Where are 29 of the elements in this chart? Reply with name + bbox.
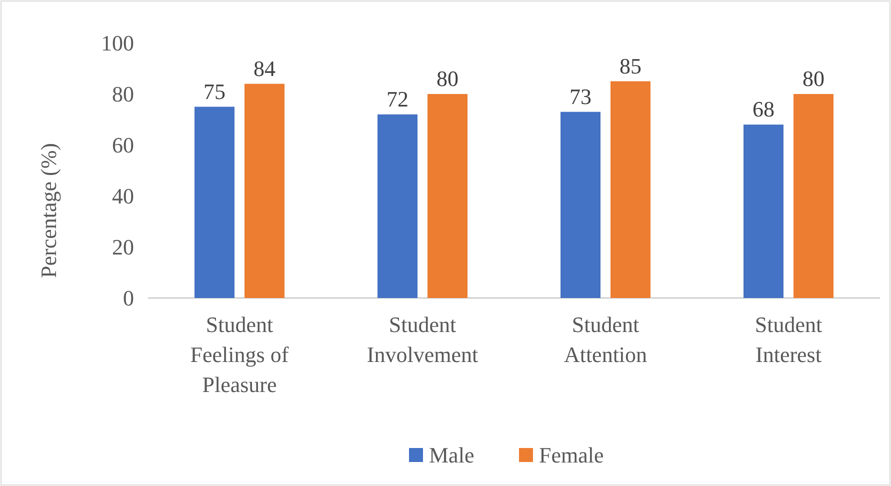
- data-label: 84: [254, 56, 276, 81]
- data-label: 80: [436, 66, 458, 91]
- data-label: 85: [620, 53, 642, 78]
- y-tick-label: 80: [112, 82, 134, 107]
- bar: [610, 81, 650, 298]
- y-tick-label: 100: [101, 30, 134, 56]
- data-label: 80: [802, 66, 824, 91]
- data-label: 75: [204, 78, 226, 104]
- bar: [244, 84, 284, 298]
- x-tick-label: Student Interest: [754, 312, 822, 367]
- legend-label: Female: [539, 442, 604, 468]
- data-label: 72: [386, 86, 408, 112]
- bar: [428, 94, 468, 298]
- data-label: 73: [570, 84, 592, 109]
- data-label: 68: [752, 96, 774, 122]
- bar: [794, 94, 834, 298]
- bar: [194, 106, 234, 298]
- y-tick-label: 60: [112, 132, 134, 158]
- bar: [560, 112, 600, 298]
- legend-label: Male: [429, 442, 474, 468]
- y-tick-label: 20: [112, 234, 134, 260]
- y-tick-label: 0: [123, 286, 134, 311]
- y-tick-label: 40: [112, 184, 134, 209]
- bar: [744, 124, 784, 298]
- x-tick-label: Student Feelings of Pleasure: [190, 312, 290, 397]
- bar: [378, 114, 418, 298]
- x-tick-label: Student Involvement: [366, 312, 478, 367]
- y-axis-title: Percentage (%): [36, 143, 61, 278]
- x-tick-label: Student Attention: [564, 312, 648, 367]
